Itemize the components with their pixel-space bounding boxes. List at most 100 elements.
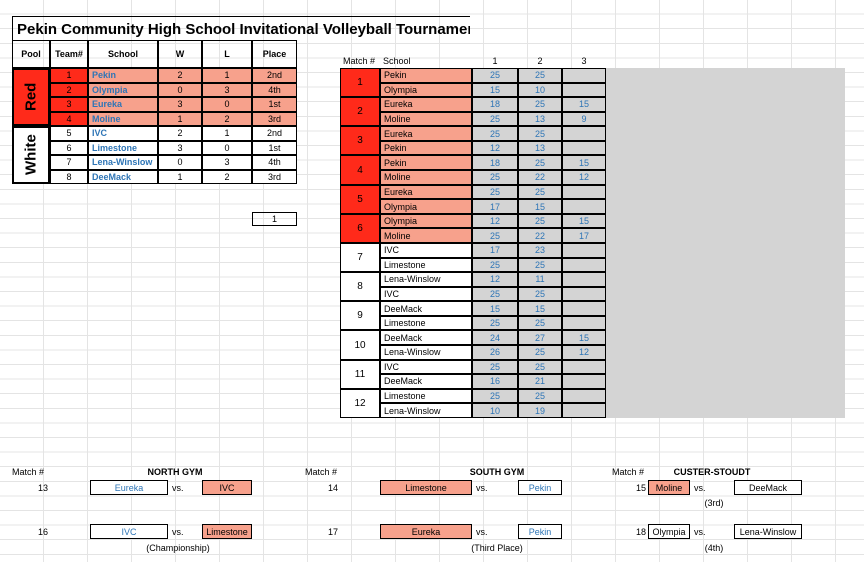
gym-name: SOUTH GYM — [469, 467, 525, 477]
match-label: Match # — [12, 467, 45, 477]
bracket-team: Pekin — [518, 524, 562, 539]
match-frame — [340, 97, 606, 127]
losses: 0 — [202, 97, 252, 112]
wins: 2 — [158, 68, 202, 83]
gym-name: NORTH GYM — [147, 467, 203, 477]
place: 3rd — [252, 169, 297, 184]
pool-label: White — [22, 134, 40, 176]
losses: 2 — [202, 111, 252, 126]
match-frame — [340, 330, 606, 360]
pool-cell — [12, 68, 50, 126]
match-frame — [340, 359, 606, 389]
bracket-team: DeeMack — [734, 480, 802, 495]
standings-header: Pool — [12, 40, 50, 68]
team-number: 3 — [50, 97, 88, 112]
bracket-team: Eureka — [90, 480, 168, 495]
bracket-team: Olympia — [648, 524, 690, 539]
match-frame — [340, 242, 606, 273]
wins: 1 — [158, 111, 202, 126]
matches-header: 2 — [537, 56, 543, 66]
note: (4th) — [704, 543, 724, 553]
bracket-team: Moline — [648, 480, 690, 495]
match-frame — [340, 184, 606, 214]
bracket-team: IVC — [202, 480, 252, 495]
team-number: 5 — [50, 126, 88, 141]
team-number: 1 — [50, 68, 88, 83]
wins: 3 — [158, 97, 202, 112]
team-number: 8 — [50, 169, 88, 184]
place: 4th — [252, 82, 297, 97]
standings-header: Place — [252, 40, 297, 68]
losses: 3 — [202, 82, 252, 97]
place: 2nd — [252, 126, 297, 141]
match-frame — [340, 272, 606, 302]
match-number: 5 — [340, 184, 380, 214]
bracket-team: Pekin — [518, 480, 562, 495]
match-frame — [340, 126, 606, 156]
match-frame — [340, 155, 606, 185]
place: 3rd — [252, 111, 297, 126]
standings-header: School — [88, 40, 158, 68]
place: 1st — [252, 140, 297, 155]
score: 25 — [472, 68, 518, 83]
vs-label: vs. — [476, 526, 488, 537]
standings-header: Team# — [50, 40, 88, 68]
place: 4th — [252, 155, 297, 170]
school: Eureka — [88, 97, 158, 112]
matches-header: Match # — [343, 56, 376, 66]
bracket-match-number: 14 — [327, 482, 338, 493]
vs-label: vs. — [476, 482, 488, 493]
losses: 2 — [202, 169, 252, 184]
title: Pekin Community High School Invitational… — [12, 16, 470, 41]
bracket-team: Eureka — [380, 524, 472, 539]
note: (Third Place) — [471, 543, 523, 553]
bracket-match-number: 13 — [37, 482, 48, 493]
gray-area — [606, 68, 845, 418]
note: (Championship) — [146, 543, 210, 553]
wins: 3 — [158, 140, 202, 155]
match-frame — [340, 213, 606, 243]
score: 24 — [472, 330, 518, 346]
wins: 1 — [158, 169, 202, 184]
match-frame — [340, 301, 606, 331]
vs-label: vs. — [694, 482, 706, 493]
wins: 0 — [158, 155, 202, 170]
school: Limestone — [88, 140, 158, 155]
bracket-team: IVC — [90, 524, 168, 539]
matches-header: 1 — [492, 56, 498, 66]
value-cell: 1 — [252, 212, 297, 226]
losses: 1 — [202, 126, 252, 141]
losses: 0 — [202, 140, 252, 155]
school: Lena-Winslow — [88, 155, 158, 170]
school: Pekin — [380, 155, 472, 171]
gym-name: CUSTER-STOUDT — [673, 467, 751, 477]
vs-label: vs. — [172, 482, 184, 493]
bracket-team: Limestone — [202, 524, 252, 539]
team-number: 2 — [50, 82, 88, 97]
bracket-match-number: 16 — [37, 526, 48, 537]
vs-label: vs. — [172, 526, 184, 537]
bracket-match-number: 18 — [635, 526, 646, 537]
bracket-match-number: 15 — [635, 482, 646, 493]
match-number: 2 — [340, 97, 380, 127]
standings-header: L — [202, 40, 252, 68]
school: DeeMack — [88, 169, 158, 184]
wins: 2 — [158, 126, 202, 141]
bracket-team: Limestone — [380, 480, 472, 495]
place: 2nd — [252, 68, 297, 83]
place: 1st — [252, 97, 297, 112]
match-label: Match # — [305, 467, 338, 477]
losses: 3 — [202, 155, 252, 170]
match-frame — [340, 68, 606, 98]
school: Pekin — [88, 68, 158, 83]
school: Olympia — [88, 82, 158, 97]
school: Moline — [88, 111, 158, 126]
match-frame — [340, 388, 606, 418]
bracket-match-number: 17 — [327, 526, 338, 537]
matches-header: School — [383, 56, 411, 66]
match-label: Match # — [612, 467, 645, 477]
school: IVC — [88, 126, 158, 141]
matches-header: 3 — [581, 56, 587, 66]
standings-header: W — [158, 40, 202, 68]
